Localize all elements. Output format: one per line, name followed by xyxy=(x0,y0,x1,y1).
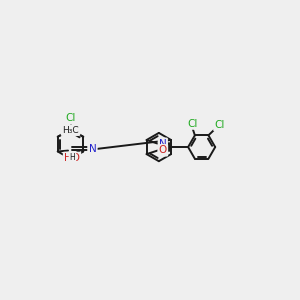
Text: N: N xyxy=(159,139,167,149)
Text: Cl: Cl xyxy=(65,113,76,123)
Text: Cl: Cl xyxy=(214,120,225,130)
Text: O: O xyxy=(159,145,167,155)
Text: N: N xyxy=(88,144,96,154)
Text: H: H xyxy=(70,153,75,162)
Text: HO: HO xyxy=(64,153,80,163)
Text: Cl: Cl xyxy=(187,118,198,128)
Text: CH₃: CH₃ xyxy=(62,126,78,135)
Text: H₃C: H₃C xyxy=(63,126,79,135)
